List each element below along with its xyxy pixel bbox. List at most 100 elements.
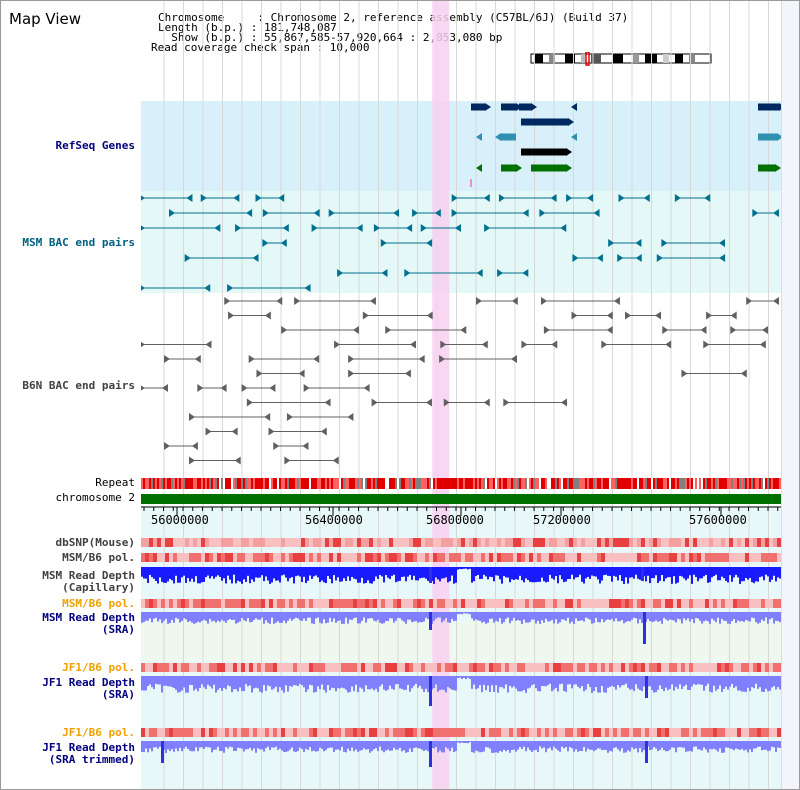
depth-bar: [297, 676, 299, 687]
pol-mark: [757, 538, 761, 547]
depth-bar: [495, 612, 497, 621]
depth-bar: [325, 676, 327, 693]
depth-bar: [301, 567, 303, 582]
depth-bar: [381, 612, 383, 624]
depth-bar: [651, 567, 653, 579]
depth-bar: [167, 741, 169, 750]
repeat-mark: [687, 478, 689, 489]
depth-bar: [181, 567, 183, 578]
depth-bar: [617, 567, 619, 581]
repeat-mark: [515, 478, 517, 489]
pol-mark: [289, 728, 293, 737]
highlight-region[interactable]: [432, 1, 450, 790]
depth-bar: [585, 741, 587, 752]
pol-mark: [409, 538, 413, 547]
read-depth-tracks: [141, 567, 781, 767]
depth-bar: [761, 567, 763, 577]
pol-mark: [413, 553, 417, 562]
pol-mark: [457, 553, 461, 562]
vertical-scrollbar[interactable]: [781, 1, 799, 789]
pol-mark: [441, 599, 445, 608]
pol-mark: [285, 599, 289, 608]
depth-bar: [261, 612, 263, 618]
depth-bar: [141, 612, 143, 623]
pol-mark: [281, 553, 285, 562]
depth-bar: [559, 567, 561, 576]
pol-mark: [245, 663, 249, 672]
depth-bar: [387, 741, 389, 750]
repeat-mark: [291, 478, 293, 489]
gene-strand-arrow: [566, 164, 572, 172]
depth-bar: [773, 676, 775, 687]
pol-mark: [477, 538, 481, 547]
depth-bar: [667, 612, 669, 621]
repeat-mark: [393, 478, 395, 489]
depth-bar: [491, 741, 493, 753]
repeat-mark: [375, 478, 377, 489]
depth-bar: [177, 741, 179, 752]
pol-mark: [745, 553, 749, 562]
pol-mark: [217, 728, 221, 737]
repeat-mark: [343, 478, 345, 489]
depth-bar: [217, 612, 219, 621]
repeat-mark: [487, 478, 489, 489]
depth-bar: [403, 612, 405, 622]
depth-bar: [763, 676, 765, 692]
depth-bar: [563, 676, 565, 691]
depth-bar: [445, 567, 447, 578]
pol-mark: [153, 599, 157, 608]
depth-bar: [489, 567, 491, 577]
depth-bar: [147, 676, 149, 687]
pol-mark: [369, 728, 373, 737]
pol-mark: [737, 728, 741, 737]
pol-mark: [349, 538, 353, 547]
depth-bar: [637, 676, 639, 689]
b6n-bac-end: [205, 340, 212, 349]
pol-mark: [309, 663, 313, 672]
msm-bac-pairs[interactable]: [141, 194, 779, 292]
depth-bar: [423, 567, 425, 578]
depth-bar: [619, 612, 621, 622]
pol-mark: [453, 663, 457, 672]
pol-mark: [601, 663, 605, 672]
gene-exon: [501, 164, 516, 172]
depth-bar: [179, 741, 181, 748]
b6n-bac-pairs[interactable]: [141, 297, 779, 465]
depth-bar: [753, 676, 755, 689]
pol-mark: [745, 599, 749, 608]
depth-bar: [463, 612, 465, 614]
pol-mark: [397, 553, 401, 562]
pol-mark: [557, 599, 561, 608]
pol-mark: [481, 663, 485, 672]
depth-bar: [539, 741, 541, 747]
msm-bac-end: [141, 195, 145, 201]
depth-bar: [159, 612, 161, 620]
depth-bar: [355, 676, 357, 685]
pol-mark: [193, 599, 197, 608]
depth-bar: [497, 676, 499, 693]
pol-mark: [437, 663, 441, 672]
depth-bar: [303, 741, 305, 753]
depth-bar: [383, 567, 385, 583]
depth-bar: [159, 567, 161, 578]
repeat-mark: [313, 478, 315, 489]
depth-bar: [749, 612, 751, 622]
pol-mark: [489, 663, 493, 672]
pol-mark: [581, 728, 585, 737]
depth-bar: [231, 741, 233, 748]
depth-bar: [163, 612, 165, 621]
depth-bar: [267, 567, 269, 581]
depth-bar: [437, 567, 439, 580]
b6n-bac-end: [248, 355, 255, 363]
depth-bar: [211, 676, 213, 689]
pol-mark: [381, 553, 385, 562]
genome-track-plot[interactable]: [141, 1, 781, 790]
pol-mark: [565, 553, 569, 562]
depth-bar: [725, 676, 727, 687]
depth-bar: [221, 567, 223, 581]
repeat-mark: [645, 478, 647, 489]
repeat-mark: [719, 478, 721, 489]
repeat-mark: [333, 478, 335, 489]
pol-mark: [473, 599, 477, 608]
refseq-gene-features[interactable]: [470, 103, 781, 187]
